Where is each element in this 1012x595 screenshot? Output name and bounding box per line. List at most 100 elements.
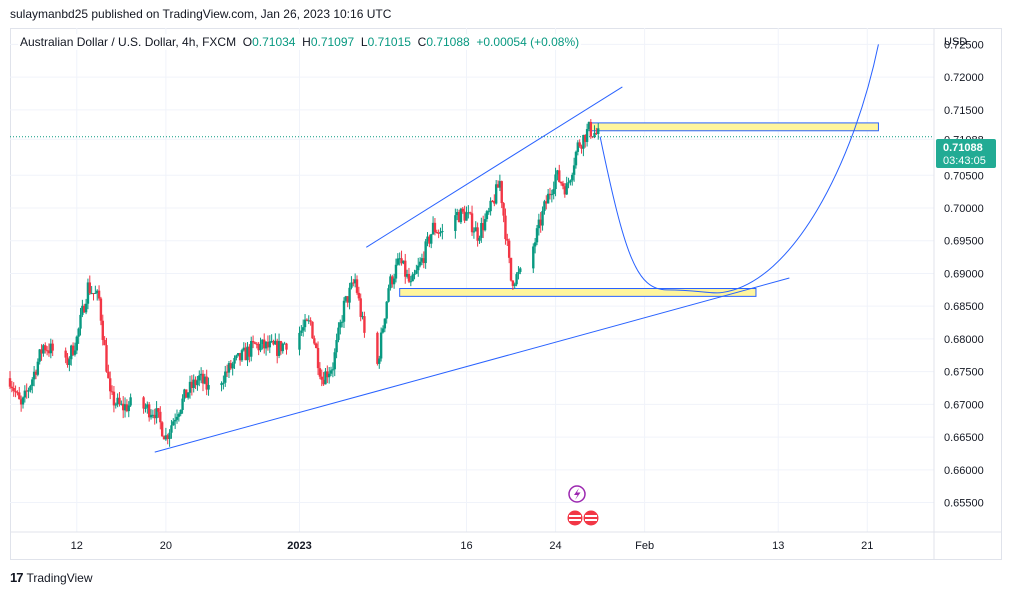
candle-body: [415, 270, 418, 274]
price-tick-label: 0.72000: [944, 72, 984, 84]
candle-body: [461, 208, 464, 212]
time-tick-label: 16: [460, 540, 472, 552]
candle-body: [376, 332, 379, 364]
candle-body: [66, 357, 69, 365]
candle-body: [517, 271, 520, 275]
zones: [399, 122, 879, 297]
candle-body: [481, 223, 485, 231]
candle-body: [177, 414, 181, 417]
candle-body: [71, 345, 75, 355]
us-flag-icon[interactable]: [566, 509, 584, 527]
current-price-label: 0.71088: [943, 142, 983, 154]
candle-body: [494, 184, 498, 204]
price-tick-label: 0.67500: [944, 367, 984, 379]
us-flag-icon[interactable]: [582, 509, 600, 527]
candle-body: [227, 363, 231, 373]
candle-body: [164, 435, 168, 440]
candle-body: [340, 321, 344, 323]
candle-body: [97, 290, 101, 299]
candle-body: [255, 343, 258, 345]
symbol-name: Australian Dollar / U.S. Dollar, 4h, FXC…: [20, 35, 237, 49]
candle-body: [578, 142, 581, 147]
candle-body: [485, 211, 489, 220]
candle-body: [285, 343, 288, 350]
candle-body: [569, 180, 572, 183]
candle-body: [75, 336, 79, 351]
candle-body: [12, 388, 15, 391]
candle-body: [45, 350, 49, 352]
candle-body: [326, 371, 329, 378]
candle-body: [261, 339, 264, 345]
candle-body: [79, 314, 82, 329]
candle-body: [192, 379, 195, 388]
candle-body: [329, 370, 333, 374]
tradingview-brand[interactable]: 17 TradingView: [10, 570, 93, 586]
us-flag-stripe: [585, 519, 597, 521]
candle-body: [147, 404, 151, 418]
candle-body: [472, 231, 476, 233]
candle-body: [533, 242, 537, 247]
drawings[interactable]: [10, 44, 934, 453]
symbol-legend[interactable]: Australian Dollar / U.S. Dollar, 4h, FXC…: [18, 34, 582, 50]
candle-body: [385, 301, 388, 319]
candle-body: [318, 368, 322, 377]
candle-body: [25, 390, 28, 392]
candle-body: [532, 246, 535, 269]
candle-body: [474, 227, 477, 232]
candle-body: [467, 212, 470, 214]
price-chart[interactable]: USD 0.72500 0.72000 0.71500 0.71088 0.70500 0…: [0, 0, 1012, 562]
candle-body: [350, 282, 353, 288]
candle-body: [38, 349, 41, 362]
candle-body: [298, 332, 301, 350]
candle-body: [574, 151, 578, 166]
candle-body: [537, 219, 541, 229]
candle-body: [229, 363, 233, 369]
candle-body: [456, 212, 459, 216]
lightning-bolt-icon: [574, 488, 581, 500]
candle-body: [389, 276, 392, 289]
candle-body: [361, 316, 364, 318]
candle-body: [595, 132, 598, 134]
footer: 17 TradingView: [0, 562, 1012, 595]
candle-body: [563, 186, 567, 195]
candle-body: [465, 212, 468, 221]
candle-body: [554, 174, 557, 190]
candle-body: [504, 215, 507, 240]
candle-body: [114, 404, 117, 406]
candle-body: [379, 332, 383, 359]
candle-body: [279, 341, 283, 352]
candle-body: [431, 222, 435, 235]
candle-body: [31, 379, 34, 386]
candle-body: [316, 347, 320, 369]
candle-body: [476, 227, 479, 241]
candle-body: [86, 282, 90, 304]
candle-body: [506, 239, 509, 241]
candle-body: [305, 319, 309, 321]
event-markers[interactable]: [566, 485, 600, 527]
candle-body: [21, 397, 25, 405]
time-axis[interactable]: 12 20 2023 16 24 Feb 13 21: [71, 540, 874, 552]
chart-frame[interactable]: [10, 28, 1002, 560]
price-tick-label: 0.68000: [944, 334, 984, 346]
candle-body: [556, 170, 559, 175]
open-value: 0.71034: [252, 35, 296, 49]
candle-body: [378, 358, 381, 364]
candle-body: [337, 327, 340, 341]
candle-body: [283, 343, 286, 345]
candle-body: [558, 170, 561, 182]
candle-body: [324, 371, 327, 385]
candle-body: [572, 165, 576, 175]
candle-body: [439, 231, 442, 234]
current-price-badge: [936, 139, 996, 168]
resistance-zone: [588, 122, 879, 132]
candles[interactable]: [8, 119, 600, 447]
candle-body: [160, 422, 164, 437]
candle-body: [153, 414, 156, 419]
time-tick-label: 13: [772, 540, 784, 552]
brand-name: TradingView: [26, 571, 93, 585]
candle-body: [109, 378, 112, 392]
candle-body: [112, 391, 116, 406]
candle-body: [565, 183, 568, 195]
candle-body: [470, 213, 474, 233]
candle-body: [237, 353, 240, 356]
